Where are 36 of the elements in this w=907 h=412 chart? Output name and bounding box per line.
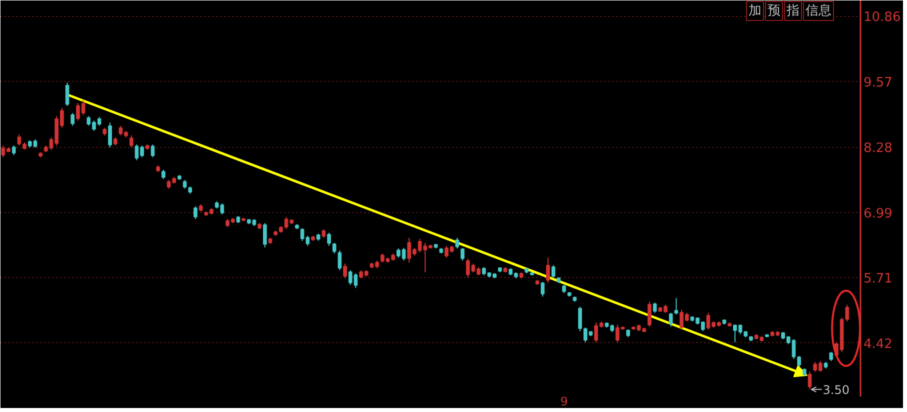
candlestick — [540, 281, 545, 298]
candlestick — [546, 257, 550, 284]
annotation: 加 — [748, 4, 762, 18]
x-tick-label: 9 — [560, 394, 568, 408]
annotation: 3.50 — [822, 382, 850, 397]
candlestick — [551, 264, 556, 279]
candlestick — [12, 145, 16, 156]
y-tick-label: 10.86 — [864, 10, 901, 26]
y-tick-label: 4.42 — [864, 336, 892, 352]
candlestick — [648, 301, 652, 328]
candlestick — [108, 122, 112, 148]
candlestick — [455, 237, 460, 249]
candlestick — [150, 144, 155, 158]
candlestick — [829, 351, 834, 362]
candlestick — [338, 250, 342, 271]
annotation: 预 — [768, 4, 780, 18]
candlestick — [162, 169, 166, 180]
candlestick — [70, 112, 75, 126]
y-tick-label: 6.99 — [864, 206, 892, 222]
candlestick — [327, 232, 331, 246]
candlestick — [194, 206, 198, 220]
y-tick-label: 5.71 — [864, 271, 892, 286]
candlestick — [129, 134, 134, 148]
candlestick — [343, 263, 347, 279]
candlestick — [668, 312, 673, 328]
candlestick — [460, 247, 464, 262]
candlestick — [65, 82, 70, 106]
candlestick — [674, 298, 678, 315]
annotation: 指 — [786, 4, 800, 18]
y-tick-label: 8.28 — [864, 141, 892, 156]
candlestick — [808, 371, 812, 390]
candlestick — [332, 242, 336, 254]
candlestick — [652, 302, 657, 314]
annotation: 信息 — [806, 4, 832, 18]
y-tick-label: 9.57 — [864, 76, 892, 91]
candlestick — [263, 222, 267, 248]
